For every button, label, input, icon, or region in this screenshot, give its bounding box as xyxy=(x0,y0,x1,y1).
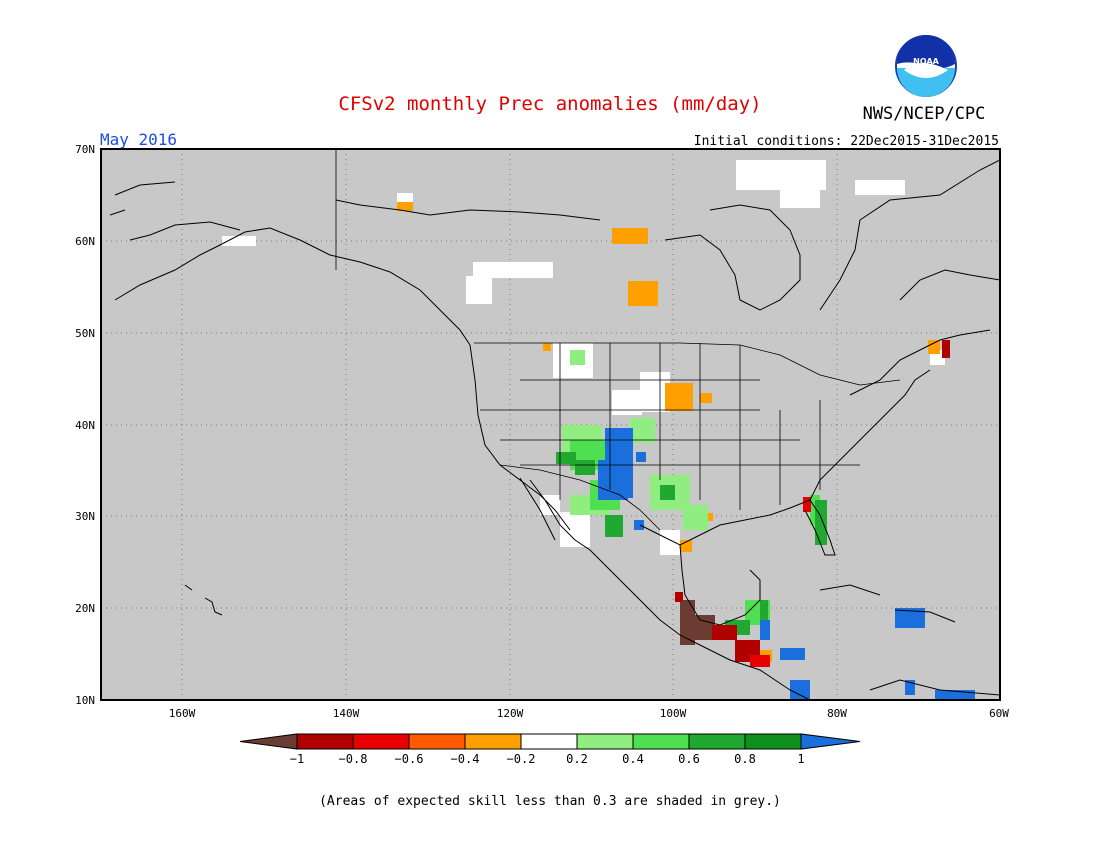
colorbar-swatch xyxy=(576,733,634,750)
borders xyxy=(335,149,901,531)
lat-label: 70N xyxy=(75,143,95,156)
coastlines xyxy=(109,159,1000,700)
lat-label: 20N xyxy=(75,602,95,615)
lon-label: 60W xyxy=(989,707,1009,720)
initial-conditions: Initial conditions: 22Dec2015-31Dec2015 xyxy=(694,134,999,149)
noaa-logo-text: NOAA xyxy=(913,57,939,66)
lon-label: 100W xyxy=(660,707,687,720)
colorbar: −1 −0.8 −0.6 −0.4 −0.2 0.2 0.4 0.6 0.8 1 xyxy=(239,733,861,766)
lon-label: 120W xyxy=(497,707,524,720)
map-frame xyxy=(100,148,1001,701)
lat-label: 50N xyxy=(75,327,95,340)
colorbar-swatch xyxy=(744,733,802,750)
footer-note: (Areas of expected skill less than 0.3 a… xyxy=(319,794,781,809)
colorbar-label: 0.2 xyxy=(566,752,588,766)
colorbar-arrow-low xyxy=(239,733,298,750)
colorbar-arrow-high xyxy=(800,733,861,750)
colorbar-swatch xyxy=(408,733,466,750)
map-gridlines xyxy=(101,149,1000,700)
colorbar-label: 1 xyxy=(797,752,804,766)
lat-label: 60N xyxy=(75,235,95,248)
colorbar-label: −0.4 xyxy=(451,752,480,766)
lon-axis: 160W 140W 120W 100W 80W 60W xyxy=(169,707,1010,720)
colorbar-label: −0.2 xyxy=(507,752,536,766)
colorbar-label: 0.8 xyxy=(734,752,756,766)
lon-label: 160W xyxy=(169,707,196,720)
map-content xyxy=(101,149,1000,700)
colorbar-label: 0.4 xyxy=(622,752,644,766)
map-background xyxy=(101,149,1000,700)
lon-label: 140W xyxy=(333,707,360,720)
colorbar-swatch xyxy=(296,733,354,750)
valid-month: May 2016 xyxy=(100,130,177,149)
colorbar-label: −1 xyxy=(290,752,304,766)
noaa-logo: NOAA xyxy=(895,35,957,97)
lat-axis: 70N 60N 50N 40N 30N 20N 10N xyxy=(75,143,95,707)
colorbar-label: 0.6 xyxy=(678,752,700,766)
colorbar-label: −0.6 xyxy=(395,752,424,766)
colorbar-swatch xyxy=(688,733,746,750)
lat-label: 10N xyxy=(75,694,95,707)
colorbar-swatch xyxy=(352,733,410,750)
colorbar-swatch xyxy=(464,733,522,750)
agency-label: NWS/NCEP/CPC xyxy=(863,104,986,124)
colorbar-label: −0.8 xyxy=(339,752,368,766)
lon-label: 80W xyxy=(827,707,847,720)
lat-label: 30N xyxy=(75,510,95,523)
lat-label: 40N xyxy=(75,419,95,432)
map-title: CFSv2 monthly Prec anomalies (mm/day) xyxy=(338,93,761,115)
colorbar-swatch xyxy=(520,733,578,750)
colorbar-swatch xyxy=(632,733,690,750)
